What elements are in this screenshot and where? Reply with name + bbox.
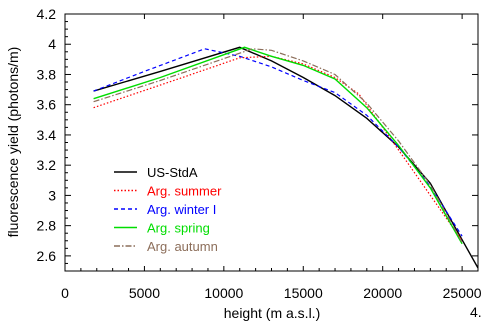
y-tick-label: 3.2 — [37, 157, 57, 173]
legend-label: Arg. summer — [147, 184, 222, 199]
x-axis-title: height (m a.s.l.) — [224, 305, 320, 321]
series-line-3 — [93, 46, 463, 245]
y-tick-label: 4 — [48, 36, 56, 52]
x-tick-label: 5000 — [129, 285, 160, 301]
legend-label: Arg. spring — [147, 221, 210, 236]
legend: US-StdA Arg. summer Arg. winter I Arg. spri… — [114, 165, 222, 254]
series-lines — [93, 46, 479, 269]
x-tick-label: 0 — [61, 285, 69, 301]
x-tick-label: 10000 — [204, 285, 243, 301]
y-tick-label: 4.2 — [37, 6, 57, 22]
x-tick-label: 15000 — [284, 285, 323, 301]
y-tick-label: 2.8 — [37, 218, 57, 234]
x-tick-label: 20000 — [363, 285, 402, 301]
y-tick-label: 3.4 — [37, 127, 57, 143]
y-tick-label: 3.6 — [37, 97, 57, 113]
axis-ticks: 0 5000 10000 15000 20000 25000 2.6 2.8 3 3.2 3.4 3.… — [37, 6, 482, 301]
plot-frame — [64, 13, 479, 272]
series-line-1 — [93, 55, 463, 242]
x-tick-label: 25000 — [443, 285, 482, 301]
y-axis-title: fluorescence yield (photons/m) — [5, 47, 21, 238]
series-line-4 — [93, 48, 463, 243]
legend-label: Arg. winter I — [147, 202, 216, 217]
y-tick-label: 3 — [48, 187, 56, 203]
y-tick-label: 3.8 — [37, 66, 57, 82]
legend-label: US-StdA — [147, 165, 198, 180]
corner-label: 4. — [470, 304, 482, 320]
y-tick-label: 2.6 — [37, 248, 57, 264]
legend-label: Arg. autumn — [147, 239, 218, 254]
